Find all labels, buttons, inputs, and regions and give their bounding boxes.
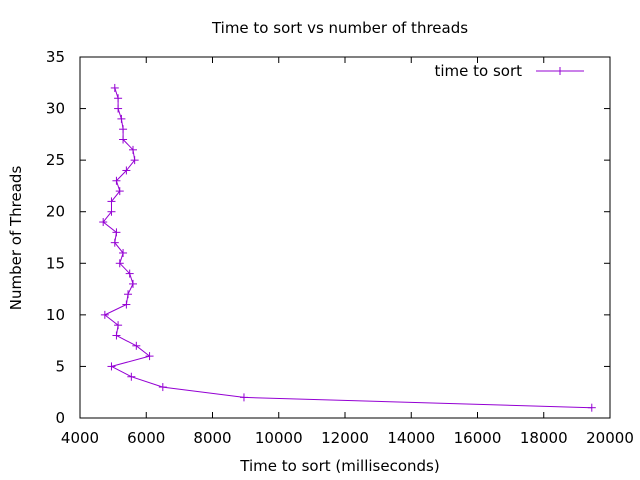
- data-point: [130, 156, 139, 165]
- data-point: [587, 403, 596, 412]
- legend: time to sort: [434, 62, 584, 80]
- data-point: [99, 218, 108, 227]
- data-point: [114, 94, 123, 103]
- data-point: [107, 362, 116, 371]
- data-point: [114, 321, 123, 330]
- data-point: [100, 310, 109, 319]
- y-tick-label: 15: [46, 254, 65, 272]
- data-point: [112, 331, 121, 340]
- data-point: [127, 372, 136, 381]
- y-tick-label: 20: [46, 203, 65, 221]
- data-point: [132, 341, 141, 350]
- y-tick-label: 35: [46, 48, 65, 66]
- x-tick-label: 20000: [586, 429, 634, 447]
- data-point: [239, 393, 248, 402]
- x-tick-label: 6000: [127, 429, 165, 447]
- chart-title: Time to sort vs number of threads: [211, 19, 468, 37]
- plot-frame: [79, 56, 611, 419]
- y-tick-label: 10: [46, 306, 65, 324]
- x-tick-label: 18000: [520, 429, 568, 447]
- data-point: [125, 269, 134, 278]
- data-point: [112, 176, 121, 185]
- data-point: [129, 279, 137, 288]
- data-point: [115, 187, 124, 196]
- data-point: [107, 197, 116, 206]
- data-point: [145, 352, 154, 361]
- data-point: [115, 259, 124, 268]
- y-tick-label: 0: [55, 409, 65, 427]
- data-point: [119, 135, 128, 144]
- series-layer: [99, 83, 596, 412]
- tick-labels: 4000 6000 8000 10000 12000 14000 16000 18000 200…: [46, 48, 634, 447]
- tick-marks: [79, 56, 611, 419]
- data-point: [107, 207, 116, 216]
- data-point: [117, 114, 126, 123]
- data-point: [122, 300, 131, 309]
- x-axis-label: Time to sort (milliseconds): [239, 457, 439, 475]
- x-tick-label: 12000: [321, 429, 369, 447]
- data-point: [158, 383, 167, 392]
- x-tick-label: 10000: [255, 429, 303, 447]
- x-tick-label: 4000: [61, 429, 99, 447]
- y-tick-label: 30: [46, 100, 65, 118]
- legend-sample: [536, 67, 584, 75]
- data-point: [112, 228, 121, 237]
- data-point: [119, 125, 128, 134]
- y-tick-label: 25: [46, 151, 65, 169]
- data-point: [124, 290, 133, 299]
- x-tick-label: 8000: [193, 429, 231, 447]
- y-axis-label: Number of Threads: [7, 166, 25, 311]
- data-point: [110, 83, 119, 92]
- x-tick-label: 16000: [454, 429, 502, 447]
- y-tick-label: 5: [55, 357, 65, 375]
- data-point: [119, 248, 128, 257]
- data-point: [122, 166, 131, 175]
- legend-label: time to sort: [434, 62, 522, 80]
- data-point: [114, 104, 123, 113]
- series-line: [102, 87, 592, 409]
- data-point: [110, 238, 119, 247]
- x-tick-label: 14000: [387, 429, 435, 447]
- data-point: [129, 145, 137, 154]
